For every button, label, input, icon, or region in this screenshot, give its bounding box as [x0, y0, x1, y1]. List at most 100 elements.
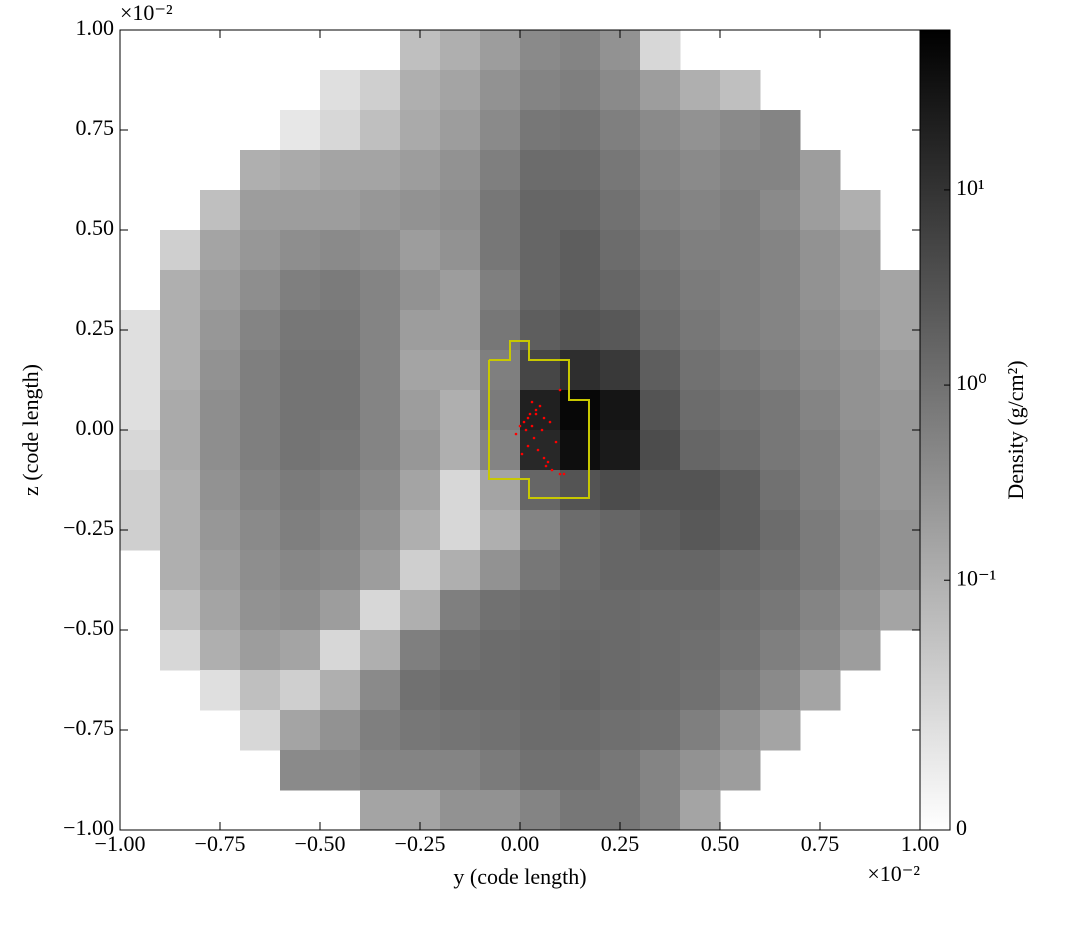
heatmap-cell — [160, 270, 201, 311]
heatmap-cell — [480, 630, 521, 671]
heatmap-cell — [240, 310, 281, 351]
heatmap-cell — [240, 590, 281, 631]
heatmap-cell — [320, 630, 361, 671]
heatmap-cell — [480, 750, 521, 791]
heatmap-cell — [120, 350, 161, 391]
y-tick-label: 0.25 — [76, 315, 115, 340]
heatmap-cell — [200, 350, 241, 391]
heatmap-cell — [560, 710, 601, 751]
heatmap-cell — [400, 510, 441, 551]
heatmap-cell — [720, 750, 761, 791]
heatmap-cell — [160, 350, 201, 391]
heatmap-cell — [360, 670, 401, 711]
heatmap-cell — [680, 750, 721, 791]
heatmap-cell — [520, 550, 561, 591]
heatmap-cell — [560, 390, 601, 431]
particle — [538, 404, 542, 408]
heatmap-cell — [320, 310, 361, 351]
heatmap-cell — [360, 510, 401, 551]
x-tick-label: 0.50 — [701, 831, 740, 856]
heatmap-cell — [360, 470, 401, 511]
heatmap-cell — [480, 430, 521, 471]
heatmap-cell — [680, 350, 721, 391]
heatmap-cell — [720, 230, 761, 271]
heatmap-cell — [160, 590, 201, 631]
heatmap-cell — [360, 310, 401, 351]
heatmap-cell — [200, 390, 241, 431]
particle — [534, 408, 538, 412]
heatmap-cell — [280, 670, 321, 711]
heatmap-cell — [560, 590, 601, 631]
heatmap-cell — [320, 710, 361, 751]
colorbar-tick-label: 10⁰ — [956, 370, 987, 395]
heatmap-cell — [800, 310, 841, 351]
heatmap-cell — [840, 510, 881, 551]
heatmap-cell — [800, 470, 841, 511]
heatmap-cell — [600, 150, 641, 191]
heatmap-cell — [640, 750, 681, 791]
heatmap-cell — [640, 150, 681, 191]
heatmap-cell — [760, 110, 801, 151]
heatmap-cell — [440, 110, 481, 151]
heatmap-cell — [720, 710, 761, 751]
x-tick-label: −0.75 — [195, 831, 246, 856]
heatmap-cell — [280, 750, 321, 791]
heatmap-cell — [600, 510, 641, 551]
heatmap-cell — [880, 350, 921, 391]
heatmap-cell — [440, 590, 481, 631]
heatmap-cell — [160, 630, 201, 671]
y-axis-label: z (code length) — [18, 364, 43, 496]
heatmap-cell — [560, 550, 601, 591]
particle — [540, 428, 544, 432]
heatmap-cell — [480, 70, 521, 111]
heatmap-cell — [480, 190, 521, 231]
heatmap-cell — [400, 630, 441, 671]
heatmap-cell — [560, 70, 601, 111]
heatmap-cell — [760, 310, 801, 351]
heatmap-cell — [280, 310, 321, 351]
heatmap-cell — [240, 510, 281, 551]
particle — [550, 468, 554, 472]
heatmap-cell — [640, 470, 681, 511]
heatmap-cell — [560, 430, 601, 471]
heatmap-cell — [320, 230, 361, 271]
heatmap-cell — [280, 630, 321, 671]
heatmap-cell — [640, 590, 681, 631]
heatmap-cell — [480, 270, 521, 311]
heatmap-cell — [720, 70, 761, 111]
heatmap-cell — [320, 510, 361, 551]
heatmap-cell — [240, 230, 281, 271]
heatmap-cell — [440, 70, 481, 111]
y-tick-label: 0.00 — [76, 415, 115, 440]
heatmap-cell — [640, 630, 681, 671]
colorbar — [919, 29, 951, 831]
heatmap-cell — [200, 310, 241, 351]
heatmap-cell — [480, 310, 521, 351]
particle — [520, 452, 524, 456]
heatmap-cell — [640, 230, 681, 271]
heatmap-cell — [440, 550, 481, 591]
heatmap-cell — [360, 390, 401, 431]
heatmap-cell — [400, 470, 441, 511]
heatmap-cell — [360, 710, 401, 751]
x-tick-label: 0.75 — [801, 831, 840, 856]
heatmap-cell — [320, 350, 361, 391]
heatmap-cell — [640, 190, 681, 231]
heatmap-cell — [760, 190, 801, 231]
heatmap-cell — [600, 430, 641, 471]
x-tick-label: 1.00 — [901, 831, 940, 856]
heatmap-cell — [720, 670, 761, 711]
heatmap-cell — [600, 670, 641, 711]
heatmap-cell — [760, 430, 801, 471]
heatmap-cell — [280, 470, 321, 511]
heatmap-cell — [440, 350, 481, 391]
heatmap-cell — [720, 310, 761, 351]
heatmap-cell — [240, 270, 281, 311]
heatmap-cell — [640, 710, 681, 751]
heatmap-cell — [800, 190, 841, 231]
particle — [530, 424, 534, 428]
y-tick-label: 1.00 — [76, 15, 115, 40]
heatmap-cell — [400, 390, 441, 431]
heatmap-cell — [520, 790, 561, 831]
